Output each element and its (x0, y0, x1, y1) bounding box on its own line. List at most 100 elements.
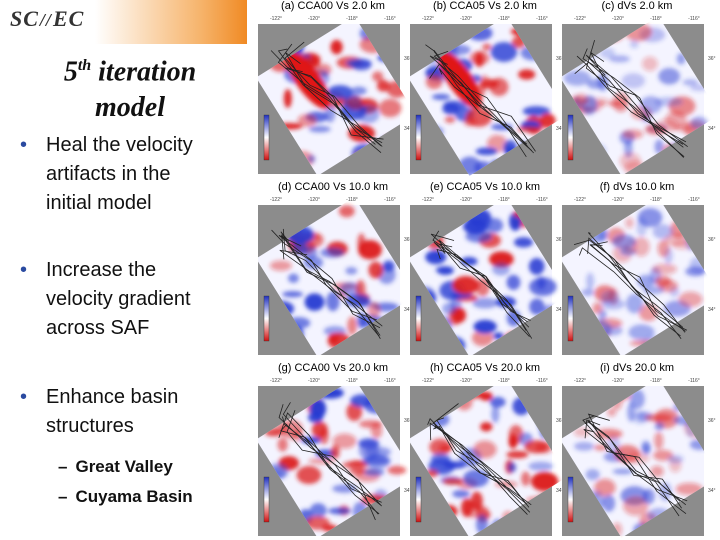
anomaly (349, 460, 367, 467)
fault-line (277, 48, 382, 147)
anomaly (658, 68, 681, 85)
anomaly (489, 77, 509, 97)
logo: SC//EC (10, 6, 84, 32)
anomaly (372, 71, 384, 82)
lat-tick: 34° (708, 307, 716, 313)
anomaly (443, 461, 467, 469)
anomaly (463, 469, 489, 488)
anomaly (327, 85, 353, 99)
anomaly (690, 84, 708, 92)
lon-tick: -118° (650, 16, 662, 22)
bullet-text: Increase the (46, 259, 157, 281)
bullet-dot: • (20, 259, 28, 281)
anomaly (297, 114, 317, 127)
lat-tick: 36° (404, 56, 412, 62)
anomaly (594, 478, 616, 497)
fault-line (284, 41, 383, 147)
fault-line (587, 237, 688, 331)
anomaly (574, 441, 595, 451)
map-grid: (a) CCA00 Vs 2.0 km -122° -120° -118° -116° 3… (258, 0, 716, 538)
anomaly (307, 155, 316, 163)
fault-line (270, 50, 376, 145)
anomaly (472, 297, 498, 309)
anomaly (346, 58, 372, 68)
lat-tick: 34° (556, 126, 564, 132)
anomaly (368, 261, 383, 279)
anomaly (452, 307, 467, 323)
fault-line (429, 63, 534, 154)
anomaly (431, 252, 446, 259)
anomaly (370, 422, 383, 439)
sub-dash: – (58, 487, 68, 506)
anomaly (506, 450, 529, 459)
fault-line (433, 241, 533, 339)
anomaly (581, 288, 595, 297)
fault-line (576, 55, 684, 148)
anomaly (367, 302, 381, 318)
anomaly (444, 116, 456, 123)
anomaly (622, 129, 644, 140)
anomaly (332, 484, 357, 493)
anomaly (475, 147, 498, 156)
anomaly (521, 471, 531, 486)
anomaly (432, 93, 451, 101)
lon-tick: -118° (650, 378, 662, 384)
lon-tick: -116° (688, 378, 700, 384)
lon-tick: -122° (270, 16, 282, 22)
anomaly (489, 396, 506, 408)
anomaly (654, 422, 664, 431)
lat-tick: 34° (404, 488, 412, 494)
anomaly (654, 96, 683, 107)
colorbar (567, 114, 574, 161)
anomaly (642, 488, 655, 505)
lon-tick: -118° (346, 16, 358, 22)
anomaly (364, 468, 385, 477)
anomaly (629, 389, 645, 409)
anomaly (475, 278, 490, 297)
anomaly (435, 266, 454, 274)
anomaly (346, 96, 366, 110)
anomaly (609, 55, 630, 63)
anomaly (625, 217, 634, 229)
fault-line (585, 40, 688, 147)
anomaly (623, 496, 649, 516)
anomaly (425, 74, 443, 90)
anomaly (599, 47, 616, 59)
anomaly (357, 312, 367, 329)
lat-tick: 36° (556, 418, 564, 424)
fault-line (277, 43, 383, 144)
anomaly (443, 100, 467, 110)
lon-tick: -116° (384, 197, 396, 203)
bullet-dot: • (20, 386, 28, 408)
panel-title: (d) CCA00 Vs 10.0 km (278, 181, 388, 193)
lon-tick: -116° (688, 16, 700, 22)
fault-line (588, 232, 684, 328)
anomaly (387, 465, 407, 475)
lon-tick: -122° (574, 16, 586, 22)
anomaly (307, 411, 324, 423)
panel-title: (e) CCA05 Vs 10.0 km (430, 181, 540, 193)
anomaly (474, 52, 485, 68)
anomaly (652, 263, 677, 275)
anomaly (452, 275, 480, 295)
anomaly (283, 89, 292, 108)
panel-title: (h) CCA05 Vs 20.0 km (430, 362, 540, 374)
anomaly (595, 101, 606, 108)
title-suffix: th (77, 57, 92, 74)
anomaly (655, 275, 672, 287)
lat-tick: 36° (708, 418, 716, 424)
anomaly (319, 427, 329, 445)
lat-tick: 34° (404, 126, 412, 132)
fault-line (429, 422, 528, 505)
anomaly (442, 302, 457, 315)
map-panel: (b) CCA05 Vs 2.0 km -122° -120° -118° -116° 3… (410, 0, 564, 176)
map-panel: (e) CCA05 Vs 10.0 km -122° -120° -118° -116°… (410, 181, 564, 355)
lat-tick: 34° (708, 488, 716, 494)
anomaly (332, 433, 357, 449)
lon-tick: -120° (308, 16, 320, 22)
fault-line (584, 419, 682, 509)
logo-slash: // (39, 10, 52, 30)
colorbar (263, 114, 270, 161)
panel-title: (a) CCA00 Vs 2.0 km (281, 0, 385, 12)
